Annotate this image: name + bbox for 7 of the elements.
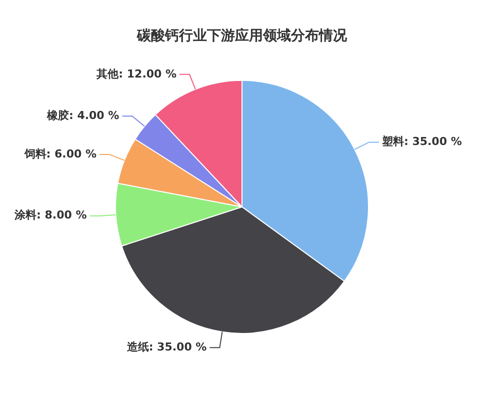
- slice-label: 橡胶: 4.00 %: [46, 108, 120, 122]
- slice-label: 涂料: 8.00 %: [14, 208, 87, 222]
- slice-label: 造纸: 35.00 %: [126, 340, 207, 354]
- slice-label: 其他: 12.00 %: [96, 67, 177, 80]
- slice-label: 饲料: 6.00 %: [23, 147, 97, 160]
- chart-title: 碳酸钙行业下游应用领域分布情况: [136, 27, 348, 44]
- slice-label: 塑料: 35.00 %: [380, 135, 462, 148]
